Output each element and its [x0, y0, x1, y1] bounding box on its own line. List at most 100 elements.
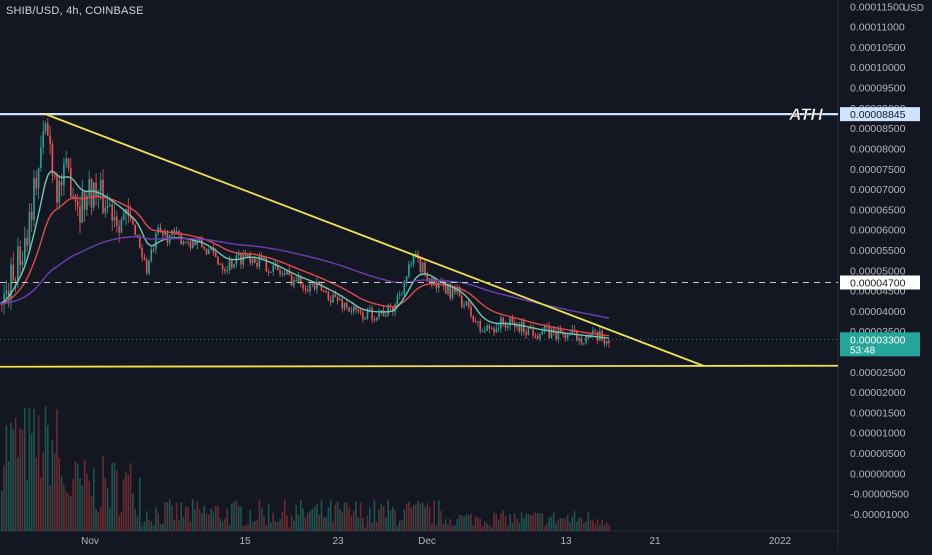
- volume-bar: [42, 452, 44, 531]
- volume-bar: [21, 429, 24, 531]
- volume-bar: [97, 511, 100, 531]
- volume-bar: [171, 505, 173, 531]
- volume-bar: [127, 474, 130, 531]
- volume-bar: [26, 479, 28, 531]
- candle-body: [329, 300, 332, 303]
- candle-body: [364, 318, 366, 320]
- candle-body: [396, 295, 399, 305]
- candle-body: [474, 321, 477, 323]
- candle-body: [557, 329, 560, 340]
- ath-price-tag-bg: [840, 107, 920, 122]
- volume-bar: [566, 515, 569, 531]
- candle-body: [362, 312, 364, 320]
- candle-body: [454, 288, 456, 293]
- volume-bar: [348, 507, 350, 531]
- volume-bar: [244, 524, 247, 531]
- candle-body: [221, 264, 224, 270]
- volume-bar: [65, 491, 67, 531]
- candle-body: [286, 270, 288, 275]
- volume-bar: [366, 515, 369, 531]
- candle-body: [603, 339, 606, 344]
- candle-body: [95, 182, 97, 198]
- candle-body: [26, 238, 28, 246]
- volume-bar: [198, 508, 201, 531]
- candle-body: [228, 260, 231, 271]
- time-tick-label: Nov: [81, 536, 99, 547]
- volume-bar: [504, 516, 507, 531]
- price-tick-label: 0.00000000: [850, 468, 906, 480]
- volume-bar: [3, 464, 5, 531]
- volume-bar: [380, 504, 383, 531]
- price-tick-label: 0.00011000: [850, 22, 905, 34]
- candle-body: [17, 246, 19, 282]
- time-tick-label: 15: [239, 536, 251, 547]
- volume-bar: [392, 507, 394, 531]
- volume-bar: [486, 523, 488, 531]
- candle-body: [371, 308, 373, 320]
- volume-bar: [125, 471, 127, 531]
- candle-body: [534, 335, 537, 337]
- volume-bar: [28, 407, 31, 531]
- candle-body: [403, 281, 406, 295]
- volume-bar: [318, 514, 320, 531]
- candle-body: [19, 246, 21, 265]
- volume-bar: [539, 513, 541, 531]
- volume-bar: [500, 513, 502, 531]
- volume-bar: [553, 512, 555, 531]
- candle-body: [398, 294, 401, 296]
- price-tick-label: 0.00001500: [850, 407, 906, 419]
- volume-bar: [477, 517, 479, 531]
- candle-body: [191, 240, 194, 249]
- candle-body: [431, 278, 433, 286]
- candle-body: [109, 204, 111, 206]
- volume-bar: [562, 518, 564, 531]
- volume-bar: [106, 488, 109, 531]
- price-tick-label: 0.00006500: [850, 204, 906, 216]
- candle-body: [357, 309, 360, 312]
- volume-bar: [449, 518, 452, 531]
- candle-body: [334, 294, 337, 297]
- volume-bar: [132, 493, 134, 531]
- volume-bar: [546, 523, 548, 531]
- volume-bar: [194, 509, 196, 531]
- volume-bar: [44, 406, 47, 531]
- volume-bar: [451, 526, 454, 531]
- candle-body: [578, 338, 580, 341]
- volume-bar: [93, 468, 95, 531]
- candle-body: [539, 334, 541, 339]
- candle-body: [461, 295, 463, 307]
- volume-bar: [311, 508, 314, 531]
- volume-bar: [543, 526, 546, 531]
- candle-body: [350, 310, 353, 312]
- candle-body: [132, 218, 134, 225]
- volume-bar: [221, 521, 224, 531]
- volume-bar: [484, 521, 486, 531]
- volume-bar: [217, 505, 219, 531]
- volume-bar: [481, 525, 484, 531]
- price-tick-label: 0.00007500: [850, 164, 906, 176]
- candle-body: [541, 331, 544, 335]
- candle-body: [35, 178, 38, 189]
- volume-bar: [267, 504, 270, 531]
- volume-bar: [19, 428, 21, 531]
- volume-bar: [231, 503, 233, 531]
- candle-body: [566, 334, 569, 338]
- candle-body: [217, 256, 219, 264]
- candle-body: [550, 328, 553, 338]
- candle-body: [332, 294, 334, 303]
- candle-body: [53, 175, 56, 177]
- volume-bar: [440, 510, 442, 531]
- candle-body: [527, 326, 530, 335]
- candle-body: [40, 147, 42, 168]
- candle-body: [12, 264, 15, 281]
- candle-body: [106, 205, 109, 208]
- volume-bar: [599, 525, 601, 531]
- volume-bar: [362, 518, 364, 531]
- volume-bar: [272, 512, 274, 531]
- volume-bar: [88, 480, 90, 531]
- volume-bar: [196, 501, 199, 531]
- candle-body: [141, 247, 143, 258]
- volume-bar: [47, 425, 49, 531]
